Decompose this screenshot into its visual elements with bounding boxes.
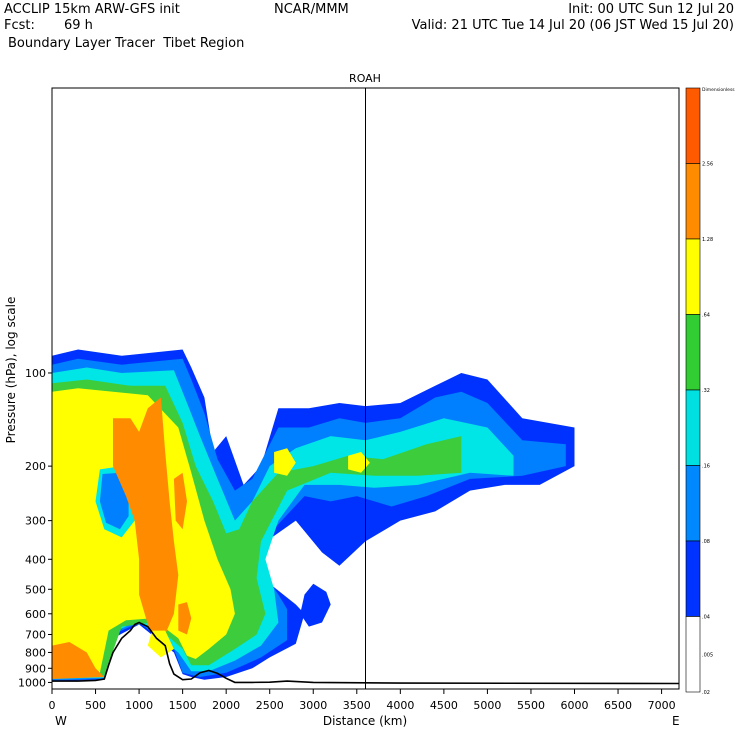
tracer-region-orange bbox=[52, 642, 105, 679]
tracer-region-yellow bbox=[147, 630, 174, 658]
x-tick-label: 6000 bbox=[561, 699, 589, 712]
x-tick-label: 3500 bbox=[343, 699, 371, 712]
tracer-region-yellow bbox=[348, 452, 370, 473]
x-tick-label: 0 bbox=[49, 699, 56, 712]
x-tick-label: 2500 bbox=[256, 699, 284, 712]
y-tick-label: 600 bbox=[25, 608, 46, 621]
x-tick-label: 1000 bbox=[125, 699, 153, 712]
center-name: NCAR/MMM bbox=[274, 2, 349, 17]
x-axis-ticks: 0 500 1000 1500 2000 2500 3000 3500 4000 4500 5000… bbox=[49, 689, 676, 712]
colorbar-swatch bbox=[685, 238, 701, 315]
y-tick-label: 800 bbox=[25, 646, 46, 659]
colorbar-swatch bbox=[685, 314, 701, 391]
y-tick-label: 1000 bbox=[18, 676, 46, 689]
init-time: Init: 00 UTC Sun 12 Jul 20 bbox=[568, 2, 734, 17]
colorbar: Dimensionless 2.56 1.28 .64 .32 .16 .08 .04 .02.… bbox=[685, 87, 735, 696]
colorbar-label: .02 bbox=[702, 690, 710, 696]
tracer-region-lblue bbox=[99, 472, 129, 530]
x-tick-label: 6500 bbox=[604, 699, 632, 712]
colorbar-swatch bbox=[685, 163, 701, 240]
east-label: E bbox=[672, 714, 680, 728]
colorbar-label: .32 bbox=[702, 388, 710, 394]
colorbar-label: .005 bbox=[702, 652, 713, 658]
terrain-line bbox=[52, 621, 679, 685]
y-axis-label: Pressure (hPa), log scale bbox=[4, 297, 18, 444]
x-tick-label: 4000 bbox=[386, 699, 414, 712]
plot-area bbox=[52, 88, 679, 689]
y-tick-label: 700 bbox=[25, 629, 46, 642]
tracer-field bbox=[52, 349, 575, 682]
plot-frame bbox=[51, 87, 680, 690]
tracer-region-yellow bbox=[274, 448, 296, 476]
tracer-region-orange bbox=[178, 602, 192, 635]
colorbar-swatch bbox=[685, 540, 701, 617]
colorbar-label: Dimensionless bbox=[702, 87, 735, 93]
chart-title: ROAH bbox=[349, 72, 381, 85]
y-tick-label: 900 bbox=[25, 662, 46, 675]
colorbar-label: 2.56 bbox=[702, 162, 713, 168]
x-tick-label: 2000 bbox=[212, 699, 240, 712]
forecast-hours: 69 h bbox=[64, 18, 93, 33]
tracer-region-orange bbox=[113, 397, 179, 646]
colorbar-swatch bbox=[685, 616, 701, 693]
x-tick-label: 5000 bbox=[473, 699, 501, 712]
y-tick-label: 100 bbox=[25, 367, 46, 380]
tracer-region-orange bbox=[173, 472, 187, 530]
colorbar-swatch bbox=[685, 465, 701, 542]
valid-time: Valid: 21 UTC Tue 14 Jul 20 (06 JST Wed … bbox=[411, 18, 734, 33]
x-tick-label: 1500 bbox=[169, 699, 197, 712]
x-tick-label: 5500 bbox=[517, 699, 545, 712]
model-label: ACCLIP 15km ARW-GFS init bbox=[4, 2, 180, 17]
colorbar-label: .64 bbox=[702, 313, 710, 319]
x-tick-label: 3000 bbox=[299, 699, 327, 712]
x-tick-label: 500 bbox=[85, 699, 106, 712]
forecast-label: Fcst: bbox=[4, 18, 35, 33]
y-tick-label: 500 bbox=[25, 583, 46, 596]
x-tick-label: 4500 bbox=[430, 699, 458, 712]
colorbar-label: .08 bbox=[702, 539, 710, 545]
colorbar-swatch bbox=[685, 389, 701, 466]
colorbar-label: .04 bbox=[702, 615, 710, 621]
terrain-line-group bbox=[52, 621, 679, 685]
colorbar-label: 1.28 bbox=[702, 237, 713, 243]
product-name: Boundary Layer Tracer Tibet Region bbox=[8, 36, 245, 51]
y-tick-label: 200 bbox=[25, 460, 46, 473]
y-tick-label: 400 bbox=[25, 553, 46, 566]
x-axis-label: Distance (km) bbox=[323, 714, 407, 728]
x-tick-label: 7000 bbox=[648, 699, 676, 712]
colorbar-swatch bbox=[685, 87, 701, 164]
y-tick-label: 300 bbox=[25, 515, 46, 528]
tracer-region-blue bbox=[300, 583, 331, 627]
colorbar-label: .16 bbox=[702, 464, 710, 470]
west-label: W bbox=[55, 714, 67, 728]
